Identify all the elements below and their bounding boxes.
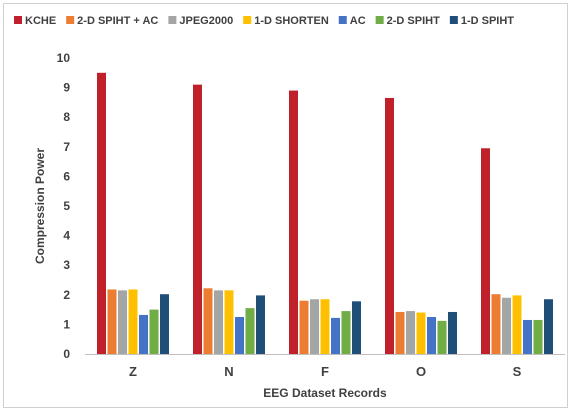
bar-S-2 xyxy=(502,297,511,354)
bar-S-5 xyxy=(533,319,543,354)
y-tick-label-10: 10 xyxy=(57,51,71,65)
bar-Z-3 xyxy=(128,289,138,354)
bar-Z-6 xyxy=(160,294,169,354)
y-tick-label-6: 6 xyxy=(63,169,70,183)
bar-N-1 xyxy=(203,288,213,354)
bar-F-1 xyxy=(299,300,309,354)
x-category-label-3: O xyxy=(416,364,426,379)
bar-F-5 xyxy=(341,311,351,354)
x-category-label-1: N xyxy=(224,364,233,379)
legend-swatch-1 xyxy=(66,16,75,24)
y-tick-label-2: 2 xyxy=(63,288,70,302)
y-tick-label-9: 9 xyxy=(63,81,70,95)
y-tick-label-1: 1 xyxy=(63,317,70,331)
y-tick-label-8: 8 xyxy=(63,110,70,124)
legend-label-5: 2-D SPIHT xyxy=(387,15,440,27)
bar-F-2 xyxy=(310,299,319,354)
legend-swatch-4 xyxy=(338,16,347,24)
y-axis-ticks: 0 1 2 3 4 5 6 7 8 9 10 xyxy=(57,51,71,361)
bar-O-4 xyxy=(427,317,436,354)
bar-S-1 xyxy=(491,294,501,354)
bar-S-4 xyxy=(523,319,532,354)
bar-N-0 xyxy=(193,84,202,354)
y-tick-label-0: 0 xyxy=(63,347,70,361)
y-tick-label-4: 4 xyxy=(63,229,70,243)
legend-label-3: 1-D SHORTEN xyxy=(254,15,329,27)
legend-swatch-3 xyxy=(243,16,252,24)
bar-S-3 xyxy=(512,295,522,354)
bar-N-2 xyxy=(214,290,223,354)
x-category-label-0: Z xyxy=(129,364,137,379)
bar-Z-0 xyxy=(97,72,106,355)
legend-swatch-5 xyxy=(375,16,384,24)
bar-S-0 xyxy=(481,148,490,354)
bar-O-0 xyxy=(385,97,394,355)
y-tick-label-5: 5 xyxy=(63,199,70,213)
x-axis-title: EEG Dataset Records xyxy=(263,386,387,400)
bar-N-6 xyxy=(256,295,265,354)
legend-label-1: 2-D SPIHT + AC xyxy=(77,15,158,27)
bar-N-5 xyxy=(245,308,255,354)
bar-O-2 xyxy=(406,311,415,354)
x-category-label-2: F xyxy=(321,364,329,379)
legend-label-6: 1-D SPIHT xyxy=(461,15,514,27)
y-axis-title: Compression Power xyxy=(33,148,47,264)
x-category-label-4: S xyxy=(513,364,522,379)
bar-F-4 xyxy=(331,317,340,354)
bar-Z-4 xyxy=(139,314,148,354)
bar-Z-2 xyxy=(118,290,127,354)
bar-F-3 xyxy=(320,299,330,354)
bar-F-6 xyxy=(352,301,361,354)
bar-Z-1 xyxy=(107,289,117,354)
bar-S-6 xyxy=(544,299,553,354)
legend-swatch-0 xyxy=(14,16,22,24)
bar-O-1 xyxy=(395,311,405,354)
y-tick-label-7: 7 xyxy=(63,140,70,154)
bar-O-5 xyxy=(437,320,447,354)
bar-F-0 xyxy=(289,90,298,354)
legend-swatch-2 xyxy=(168,16,177,24)
legend-label-2: JPEG2000 xyxy=(179,15,233,27)
bars xyxy=(97,72,553,355)
y-tick-label-3: 3 xyxy=(63,258,70,272)
bar-N-4 xyxy=(235,317,244,354)
bar-O-3 xyxy=(416,312,426,354)
legend-swatch-6 xyxy=(449,16,458,24)
legend-label-0: KCHE xyxy=(25,15,56,27)
legend-label-4: AC xyxy=(350,15,366,27)
bar-O-6 xyxy=(448,311,457,354)
legend: KCHE 2-D SPIHT + AC JPEG2000 1-D SHORTEN AC 2… xyxy=(14,15,514,27)
bar-Z-5 xyxy=(149,309,159,354)
bar-N-3 xyxy=(224,290,234,354)
